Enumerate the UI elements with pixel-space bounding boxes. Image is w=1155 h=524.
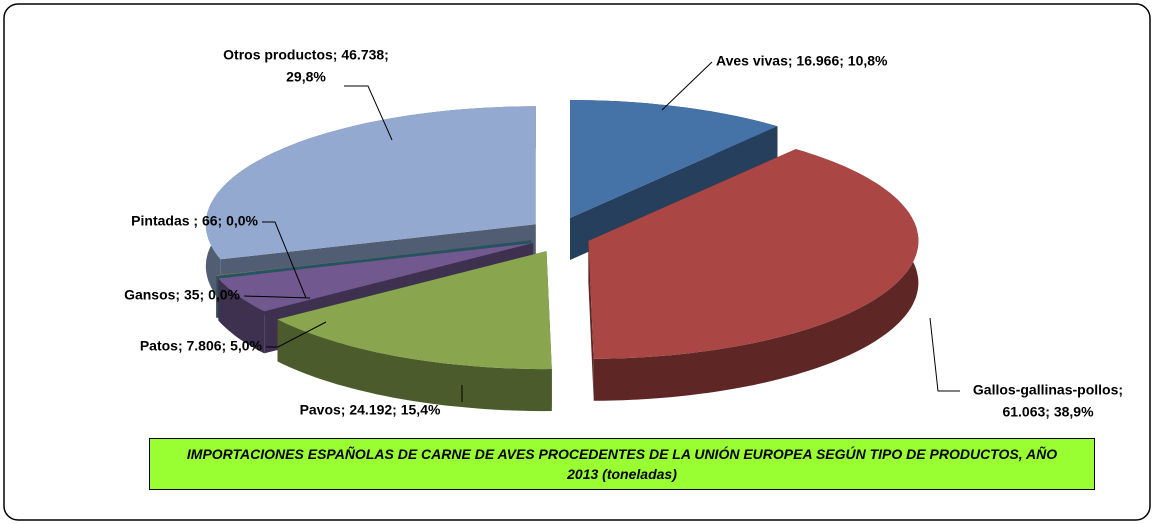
slice: [216, 240, 532, 276]
leader-line: [262, 221, 307, 299]
slice: [277, 251, 552, 370]
leader-line: [243, 295, 311, 299]
data-label: Pavos; 24.192; 15,4%: [300, 402, 441, 418]
data-label: Pintadas ; 66; 0,0%: [131, 213, 258, 229]
chart-frame: [3, 3, 1151, 521]
slice-side: [588, 240, 594, 401]
slice-side: [218, 278, 265, 354]
leader-line: [344, 85, 393, 141]
leader-line: [661, 61, 713, 111]
data-label: Gallos-gallinas-pollos;: [973, 382, 1123, 398]
data-label: Otros productos; 46.738;: [223, 47, 389, 63]
data-label: Aves vivas; 16.966; 10,8%: [716, 53, 888, 69]
pie: [205, 100, 919, 412]
slice-side: [593, 149, 919, 401]
leader-line: [929, 317, 960, 392]
chart-title: IMPORTACIONES ESPAÑOLAS DE CARNE DE AVES…: [149, 438, 1095, 490]
data-label: 61.063; 38,9%: [1002, 404, 1094, 420]
slice: [216, 240, 532, 276]
slice: [218, 243, 534, 312]
slice: [570, 100, 778, 218]
data-label: Gansos; 35; 0,0%: [124, 287, 240, 303]
slice: [205, 106, 536, 260]
leader-line: [266, 321, 327, 348]
data-labels: Aves vivas; 16.966; 10,8% Gallos-gallinas…: [124, 47, 1123, 420]
data-label: Patos; 7.806; 5,0%: [140, 338, 263, 354]
slice: [588, 149, 919, 359]
data-label: 29,8%: [286, 69, 326, 85]
slice-side: [277, 319, 552, 412]
